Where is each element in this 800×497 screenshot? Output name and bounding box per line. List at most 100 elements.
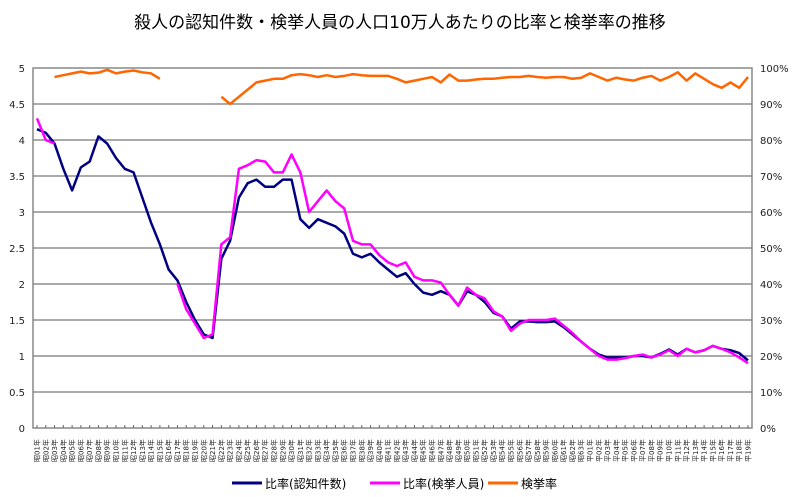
y-tick-label: 0 [19, 424, 25, 435]
y-tick-label: 4.5 [9, 100, 25, 111]
x-tick-label: 昭56年 [515, 439, 524, 462]
x-tick-label: 昭50年 [463, 439, 472, 462]
x-tick-label: 昭26年 [252, 439, 261, 462]
x-tick-label: 昭14年 [147, 439, 156, 462]
x-tick-label: 平14年 [700, 439, 709, 462]
gridlines [33, 103, 752, 393]
legend-label-kenkyo-jinin: 比率(検挙人員) [403, 476, 484, 491]
x-tick-label: 昭49年 [454, 439, 463, 462]
x-tick-label: 昭63年 [577, 439, 586, 462]
x-tick-label: 平08年 [647, 439, 656, 462]
x-tick-label: 昭55年 [507, 439, 516, 462]
x-tick-label: 昭27年 [261, 439, 270, 462]
x-tick-label: 昭52年 [480, 439, 489, 462]
x-tick-label: 平05年 [621, 439, 630, 462]
x-tick-label: 昭36年 [340, 439, 349, 462]
x-tick-label: 平18年 [735, 439, 744, 462]
y2-tick-label: 40% [760, 280, 782, 291]
x-tick-label: 昭07年 [85, 439, 94, 462]
x-tick-label: 昭47年 [436, 439, 445, 462]
x-tick-label: 平19年 [744, 439, 753, 462]
x-tick-label: 昭51年 [471, 439, 480, 462]
x-tick-label: 昭25年 [243, 439, 252, 462]
x-tick-label: 昭39年 [366, 439, 375, 462]
y2-tick-label: 80% [760, 136, 782, 147]
series-line-1 [35, 117, 56, 145]
x-tick-label: 昭62年 [568, 439, 577, 462]
x-tick-label: 昭18年 [182, 439, 191, 462]
x-tick-label: 昭17年 [173, 439, 182, 462]
y2-tick-label: 50% [760, 244, 782, 255]
y-tick-label: 2 [19, 280, 25, 291]
x-tick-label: 昭03年 [50, 439, 59, 462]
x-tick-label: 昭15年 [155, 439, 164, 462]
y-tick-label: 4 [19, 136, 25, 147]
x-tick-label: 昭12年 [129, 439, 138, 462]
x-tick-label: 平02年 [594, 439, 603, 462]
series-line-1 [176, 153, 749, 365]
y2-tick-label: 90% [760, 100, 782, 111]
x-tick-label: 昭11年 [120, 439, 129, 462]
x-tick-label: 昭05年 [68, 439, 77, 462]
y-tick-label: 1.5 [9, 316, 25, 327]
x-tick-label: 昭43年 [401, 439, 410, 462]
x-axis: 昭01年 昭02年 昭03年 昭04年 昭05年 昭06年 昭07年 昭08年 昭09年 昭10年… [33, 425, 753, 462]
series-line-2 [220, 71, 749, 106]
y-tick-label: 5 [19, 64, 25, 75]
x-tick-label: 昭16年 [164, 439, 173, 462]
x-tick-label: 平01年 [586, 439, 595, 462]
x-tick-label: 昭53年 [489, 439, 498, 462]
x-tick-label: 昭41年 [384, 439, 393, 462]
x-tick-label: 昭61年 [559, 439, 568, 462]
x-tick-label: 昭45年 [419, 439, 428, 462]
x-tick-label: 平13年 [691, 439, 700, 462]
x-tick-label: 昭28年 [270, 439, 279, 462]
y2-tick-label: 30% [760, 316, 782, 327]
x-tick-label: 昭33年 [313, 439, 322, 462]
x-tick-label: 昭57年 [524, 439, 533, 462]
x-tick-label: 昭58年 [533, 439, 542, 462]
x-tick-label: 昭44年 [410, 439, 419, 462]
y-axis-right: 0% 10% 20% 30% 40% 50% 60% 70% 80% 90% 100% [760, 64, 789, 435]
y2-tick-label: 100% [760, 64, 789, 75]
x-tick-label: 昭60年 [550, 439, 559, 462]
x-tick-label: 昭46年 [428, 439, 437, 462]
x-tick-label: 昭08年 [94, 439, 103, 462]
y2-tick-label: 10% [760, 388, 782, 399]
x-tick-label: 昭13年 [138, 439, 147, 462]
series-line-0 [36, 128, 749, 362]
x-tick-label: 昭34年 [322, 439, 331, 462]
legend-label-ninchi: 比率(認知件数) [265, 476, 346, 491]
chart-title: 殺人の認知件数・検挙人員の人口10万人あたりの比率と検挙率の推移 [134, 13, 666, 33]
x-tick-label: 平17年 [726, 439, 735, 462]
y2-tick-label: 20% [760, 352, 782, 363]
x-tick-label: 昭06年 [76, 439, 85, 462]
x-tick-label: 昭37年 [349, 439, 358, 462]
x-tick-label: 昭48年 [445, 439, 454, 462]
x-tick-label: 昭30年 [287, 439, 296, 462]
x-tick-label: 昭32年 [305, 439, 314, 462]
x-tick-label: 昭20年 [199, 439, 208, 462]
x-tick-label: 昭02年 [41, 439, 50, 462]
x-tick-label: 昭23年 [226, 439, 235, 462]
x-tick-label: 昭04年 [59, 439, 68, 462]
series-line-2 [54, 68, 161, 80]
x-tick-label: 平04年 [612, 439, 621, 462]
x-tick-label: 昭10年 [112, 439, 121, 462]
x-tick-label: 昭24年 [234, 439, 243, 462]
x-tick-label: 平07年 [638, 439, 647, 462]
x-tick-label: 昭22年 [217, 439, 226, 462]
x-tick-label: 平16年 [717, 439, 726, 462]
y2-tick-label: 0% [760, 424, 776, 435]
x-tick-label: 昭19年 [191, 439, 200, 462]
x-tick-label: 昭31年 [296, 439, 305, 462]
x-tick-label: 昭35年 [331, 439, 340, 462]
x-tick-label: 昭01年 [33, 439, 42, 462]
x-tick-label: 平06年 [629, 439, 638, 462]
y-tick-label: 2.5 [9, 244, 25, 255]
y-tick-label: 1 [19, 352, 25, 363]
x-tick-label: 平12年 [682, 439, 691, 462]
legend-label-kenkyo-ritsu: 検挙率 [521, 476, 557, 491]
x-tick-label: 昭40年 [375, 439, 384, 462]
